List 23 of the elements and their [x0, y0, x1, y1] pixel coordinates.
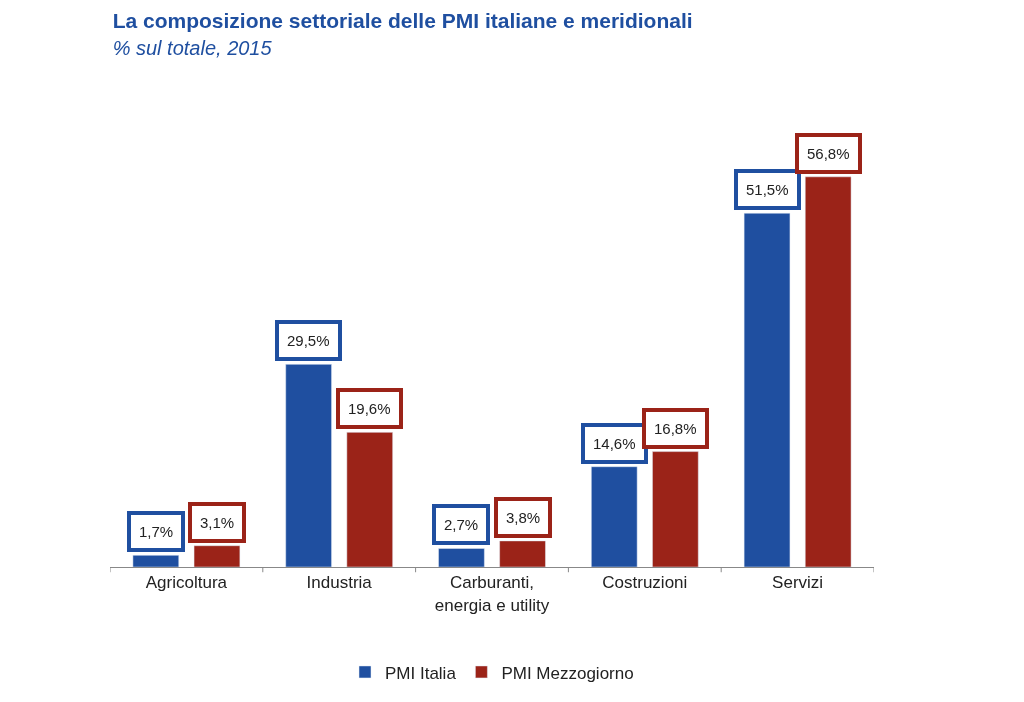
x-tick-label: Agricoltura [145, 573, 228, 593]
data-label: 19,6% [348, 400, 391, 417]
x-tick-label: Carburanti, energia e utility [434, 573, 550, 615]
chart-title: La composizione settoriale delle PMI italiane e meridionali [112, 9, 693, 33]
data-label: 51,5% [746, 181, 789, 198]
x-tick-label: Servizi [772, 573, 824, 593]
data-label: 29,5% [287, 332, 330, 349]
x-tick-label: Industria [306, 573, 373, 593]
chart-subtitle: % sul totale, 2015 [112, 37, 273, 60]
data-label: 3,8% [506, 509, 541, 526]
data-label: 56,8% [807, 145, 850, 162]
data-label: 3,1% [200, 514, 235, 531]
x-tick-label: Costruzioni [602, 573, 688, 593]
bar [132, 555, 180, 567]
legend-label: PMI Italia [385, 663, 457, 683]
data-label: 16,8% [654, 420, 697, 437]
legend-label: PMI Mezzogiorno [501, 663, 634, 683]
bar [346, 432, 393, 567]
bar [285, 364, 332, 567]
bar [438, 548, 485, 567]
data-label: 1,7% [139, 523, 174, 540]
data-label: 14,6% [593, 435, 636, 452]
data-label: 2,7% [444, 516, 479, 533]
